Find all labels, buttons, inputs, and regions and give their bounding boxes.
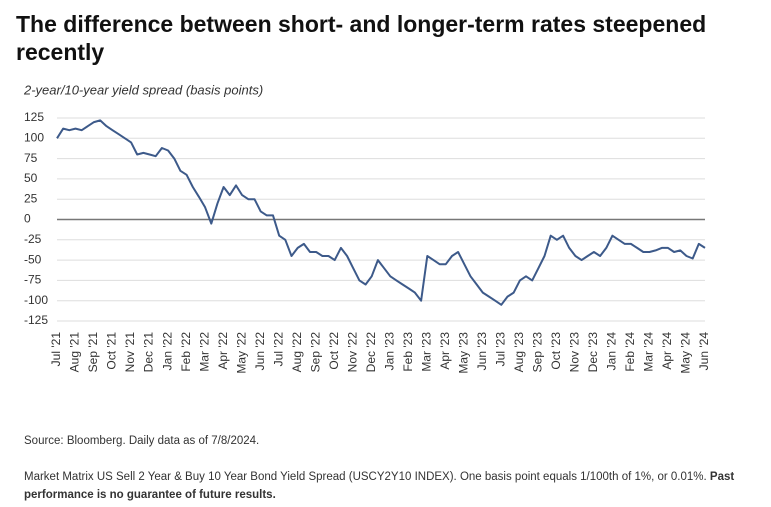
x-tick-label: Jun '24	[697, 332, 711, 371]
source: Source: Bloomberg. Daily data as of 7/8/…	[24, 435, 260, 447]
x-tick-label: Oct '21	[105, 332, 119, 370]
chart-title: The difference between short- and longer…	[16, 11, 707, 65]
x-tick-label: Feb '22	[179, 332, 193, 372]
y-tick-label: 75	[24, 151, 38, 165]
x-tick-label: Sep '23	[531, 332, 545, 373]
y-tick-label: 0	[24, 212, 31, 226]
x-tick-label: Mar '22	[197, 332, 211, 372]
x-tick-label: Jan '24	[605, 332, 619, 371]
x-tick-label: Dec '23	[586, 332, 600, 373]
y-tick-label: 25	[24, 191, 38, 205]
x-tick-label: Mar '24	[642, 332, 656, 372]
x-tick-label: Nov '22	[345, 332, 359, 373]
y-tick-label: -125	[24, 313, 48, 327]
x-tick-label: Jan '23	[382, 332, 396, 371]
x-tick-label: Aug '22	[290, 332, 304, 373]
line	[56, 119, 706, 306]
x-tick-label: Feb '24	[623, 332, 637, 372]
x-tick-label: Sep '22	[308, 332, 322, 373]
note: Market Matrix US Sell 2 Year & Buy 10 Ye…	[24, 468, 764, 504]
x-tick-label: Nov '21	[123, 332, 137, 373]
x-tick-label: Apr '23	[438, 332, 452, 370]
y-tick-label: -100	[24, 293, 48, 307]
x-tick-label: Nov '23	[568, 332, 582, 373]
x-tick-label: May '23	[456, 332, 470, 374]
y-tick-label: 50	[24, 171, 38, 185]
x-tick-label: Sep '21	[86, 332, 100, 373]
x-tick-label: Feb '23	[401, 332, 415, 372]
x-tick-label: Jul '22	[271, 332, 285, 367]
x-tick-label: Oct '23	[549, 332, 563, 370]
y-tick-label: -50	[24, 252, 42, 266]
x-tick-label: Oct '22	[327, 332, 341, 370]
x-tick-label: Aug '23	[512, 332, 526, 373]
x-tick-label: Dec '22	[364, 332, 378, 373]
x-tick-label: Jan '22	[160, 332, 174, 371]
x-tick-label: May '22	[234, 332, 248, 374]
x-tick-label: Mar '23	[419, 332, 433, 372]
x-tick-label: Jun '23	[475, 332, 489, 371]
y-tick-label: 100	[24, 130, 44, 144]
note-bold: Past performance is no guarantee of futu…	[24, 471, 735, 501]
note-text: Market Matrix US Sell 2 Year & Buy 10 Ye…	[24, 471, 707, 483]
x-tick-label: Aug '21	[68, 332, 82, 373]
x-tick-label: Dec '21	[142, 332, 156, 373]
y-tick-label: -25	[24, 232, 42, 246]
x-tick-label: Jul '23	[494, 332, 508, 367]
x-tick-label: Jun '22	[253, 332, 267, 371]
x-tick-label: May '24	[679, 332, 693, 374]
x-tick-label: Apr '22	[216, 332, 230, 370]
x-tick-label: Jul '21	[49, 332, 63, 367]
y-tick-label: 125	[24, 110, 44, 124]
x-tick-label: Apr '24	[660, 332, 674, 370]
chart: 2-year/10-year yield spread (basis point…	[23, 82, 711, 374]
y-tick-label: -75	[24, 273, 42, 287]
chart-subtitle: 2-year/10-year yield spread (basis point…	[23, 82, 263, 97]
